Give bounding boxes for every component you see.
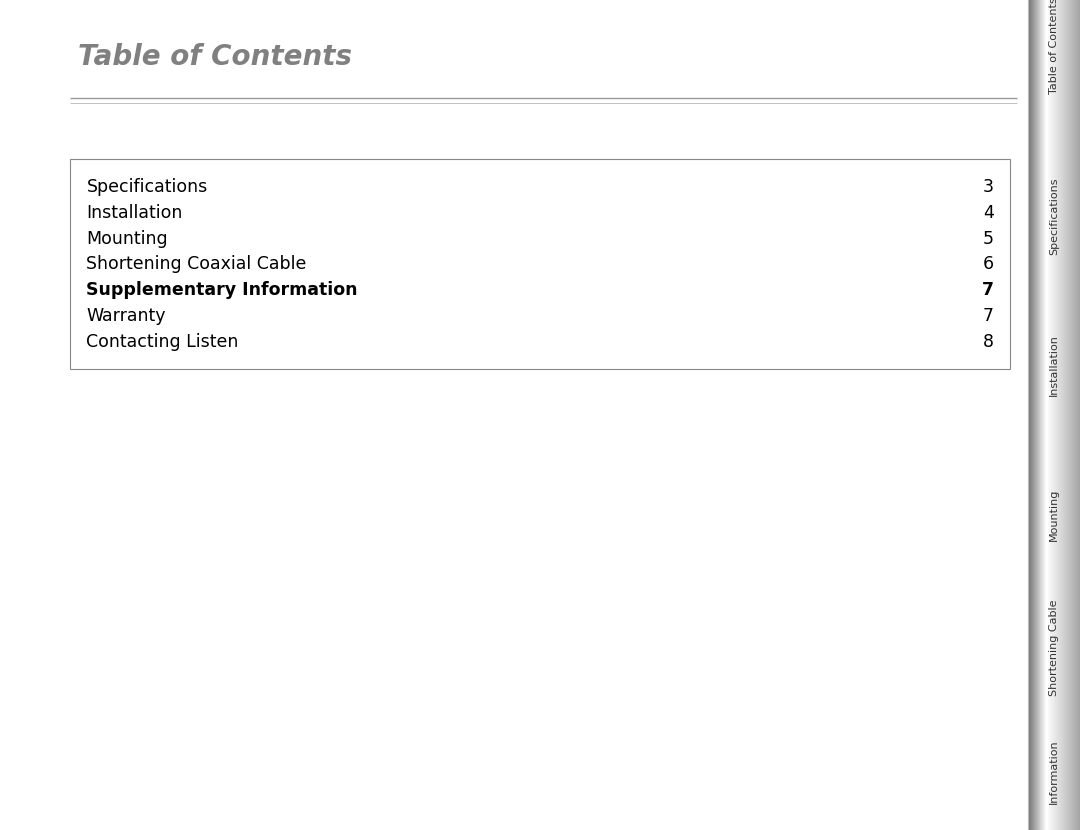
- Text: 7: 7: [982, 281, 994, 299]
- Text: Installation: Installation: [86, 204, 183, 222]
- Text: 5: 5: [983, 230, 994, 247]
- Text: Mounting: Mounting: [86, 230, 168, 247]
- Text: Shortening Coaxial Cable: Shortening Coaxial Cable: [86, 256, 307, 273]
- Text: 4: 4: [983, 204, 994, 222]
- Text: Shortening Cable: Shortening Cable: [1049, 599, 1059, 696]
- Text: Specifications: Specifications: [86, 178, 207, 196]
- Text: Supplementary Information: Supplementary Information: [86, 281, 357, 299]
- Text: Table of Contents: Table of Contents: [1049, 0, 1059, 94]
- Text: 3: 3: [983, 178, 994, 196]
- Text: Contacting Listen: Contacting Listen: [86, 333, 239, 350]
- FancyBboxPatch shape: [70, 159, 1010, 369]
- Text: Warranty: Warranty: [86, 307, 166, 325]
- Text: Specifications: Specifications: [1049, 177, 1059, 255]
- Text: 6: 6: [983, 256, 994, 273]
- Text: Installation: Installation: [1049, 334, 1059, 396]
- Text: Mounting: Mounting: [1049, 488, 1059, 541]
- Text: 7: 7: [983, 307, 994, 325]
- Text: Table of Contents: Table of Contents: [78, 42, 352, 71]
- Text: Information: Information: [1049, 740, 1059, 804]
- Text: 8: 8: [983, 333, 994, 350]
